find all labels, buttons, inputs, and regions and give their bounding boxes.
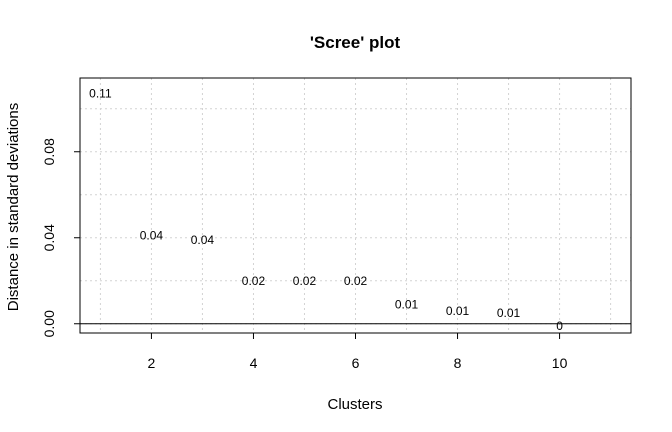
data-point-label: 0.04 bbox=[140, 229, 164, 243]
data-point-label: 0.01 bbox=[395, 297, 419, 311]
chart-title: 'Scree' plot bbox=[310, 33, 401, 52]
x-tick-label: 10 bbox=[552, 355, 568, 371]
x-tick-label: 6 bbox=[352, 355, 360, 371]
data-point-label: 0.02 bbox=[242, 274, 266, 288]
x-axis-label: Clusters bbox=[327, 396, 382, 413]
y-tick-label: 0.08 bbox=[41, 138, 57, 165]
x-tick-label: 4 bbox=[250, 355, 258, 371]
data-point-label: 0.11 bbox=[89, 87, 112, 101]
x-tick-label: 2 bbox=[148, 355, 156, 371]
data-point-label: 0.01 bbox=[497, 306, 521, 320]
data-point-label: 0.02 bbox=[293, 274, 317, 288]
y-tick-label: 0.04 bbox=[41, 224, 57, 251]
data-point-label: 0.02 bbox=[344, 274, 368, 288]
y-axis-label: Distance in standard deviations bbox=[5, 103, 22, 311]
data-point-label: 0 bbox=[556, 319, 563, 333]
data-point-label: 0.01 bbox=[446, 304, 470, 318]
grid-lines bbox=[80, 78, 631, 333]
data-labels: 0.11 0.04 0.04 0.02 0.02 0.02 0.01 0.01 0.01 0 bbox=[89, 87, 563, 333]
x-tick-label: 8 bbox=[454, 355, 462, 371]
data-point-label: 0.04 bbox=[191, 233, 215, 247]
x-axis: 2 4 6 8 10 bbox=[148, 333, 568, 371]
y-axis: 0.00 0.04 0.08 bbox=[41, 138, 80, 337]
y-tick-label: 0.00 bbox=[41, 310, 57, 337]
